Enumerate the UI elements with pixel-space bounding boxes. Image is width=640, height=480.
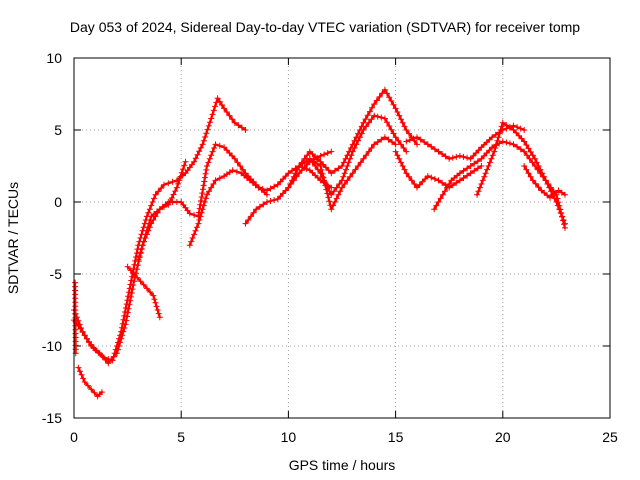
series-markers — [306, 134, 399, 213]
series-sat-o — [521, 163, 568, 201]
series-sat-d — [124, 263, 163, 321]
x-tick-label: 25 — [602, 429, 618, 445]
y-tick-label: -10 — [42, 338, 62, 354]
chart-title: Day 053 of 2024, Sidereal Day-to-day VTE… — [70, 19, 580, 35]
series-sat-n — [474, 119, 568, 231]
series-markers — [72, 279, 79, 357]
x-tick-label: 15 — [388, 429, 404, 445]
series-markers — [71, 95, 249, 364]
y-tick-label: 10 — [46, 50, 62, 66]
series-markers — [521, 163, 568, 201]
series-markers — [474, 119, 568, 231]
x-axis: 0 5 10 15 20 25 — [70, 429, 618, 445]
series-markers — [135, 158, 189, 263]
series-sat-j — [306, 134, 399, 213]
series-sat-p — [72, 279, 79, 357]
y-tick-label: 5 — [54, 122, 62, 138]
series-markers — [75, 364, 105, 400]
series-markers — [71, 141, 270, 367]
series-markers — [186, 163, 335, 249]
data-series — [71, 86, 568, 400]
y-tick-label: -5 — [50, 266, 63, 282]
series-markers — [124, 263, 163, 321]
series-sat-c — [75, 364, 105, 400]
x-tick-label: 0 — [70, 429, 78, 445]
series-line — [72, 97, 247, 362]
series-markers — [392, 148, 485, 191]
y-tick-label: -15 — [42, 410, 62, 426]
y-tick-label: 0 — [54, 194, 62, 210]
x-axis-label: GPS time / hours — [289, 457, 396, 473]
x-tick-label: 5 — [177, 429, 185, 445]
plot-frame — [73, 57, 611, 419]
series-line — [72, 143, 269, 365]
y-axis-label: SDTVAR / TECUs — [5, 182, 21, 294]
x-tick-label: 20 — [495, 429, 511, 445]
series-sat-l — [392, 148, 485, 191]
series-sat-b — [71, 141, 270, 367]
y-axis: -15 -10 -5 0 5 10 — [42, 50, 62, 426]
x-tick-label: 10 — [281, 429, 297, 445]
series-line — [523, 164, 567, 199]
series-sat-a — [71, 95, 249, 364]
series-sat-e — [135, 158, 189, 263]
grid — [73, 57, 611, 419]
